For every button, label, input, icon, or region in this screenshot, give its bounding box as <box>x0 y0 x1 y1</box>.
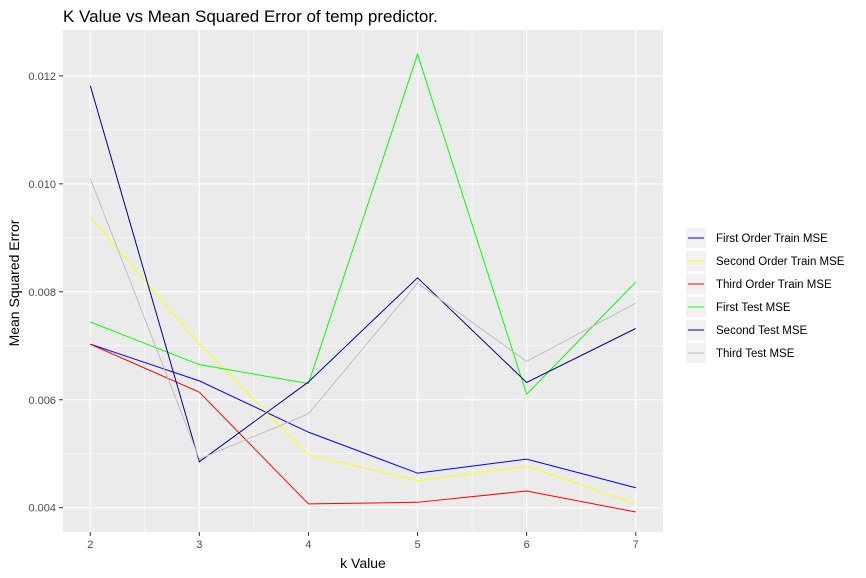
series-line-3 <box>90 343 636 513</box>
series-line-6 <box>89 178 636 460</box>
y-tick-label: 0.012 <box>28 71 56 83</box>
x-tick-label: 5 <box>414 539 420 551</box>
series-lines <box>89 52 637 513</box>
y-tick-label: 0.010 <box>28 179 56 191</box>
x-tick-label: 3 <box>196 539 202 551</box>
legend-label: Second Order Train MSE <box>716 256 845 268</box>
legend: First Order Train MSE Second Order Train … <box>686 228 845 363</box>
x-axis-title: k Value <box>340 555 386 571</box>
chart-title: K Value vs Mean Squared Error of temp pr… <box>63 7 438 26</box>
y-tick-label: 0.006 <box>28 395 56 407</box>
y-axis: 0.004 0.006 0.008 0.010 0.012 <box>28 71 63 515</box>
series-line-2 <box>89 216 636 505</box>
legend-label: First Test MSE <box>716 302 791 314</box>
x-tick-label: 2 <box>87 539 93 551</box>
series-line-4 <box>90 52 637 396</box>
legend-label: Third Order Train MSE <box>716 279 832 291</box>
legend-label: First Order Train MSE <box>716 233 828 245</box>
major-gridlines <box>63 30 663 532</box>
x-tick-label: 4 <box>305 539 311 551</box>
y-tick-label: 0.004 <box>28 503 56 515</box>
y-axis-title: Mean Squared Error <box>6 219 22 346</box>
minor-gridlines <box>63 30 663 532</box>
x-axis: 2 3 4 5 6 7 <box>87 532 639 551</box>
series-line-1 <box>90 343 636 489</box>
legend-label: Second Test MSE <box>716 325 808 337</box>
x-tick-label: 7 <box>633 539 639 551</box>
y-tick-label: 0.008 <box>28 287 56 299</box>
x-tick-label: 6 <box>524 539 530 551</box>
series-line-5 <box>89 85 636 463</box>
legend-label: Third Test MSE <box>716 348 795 360</box>
